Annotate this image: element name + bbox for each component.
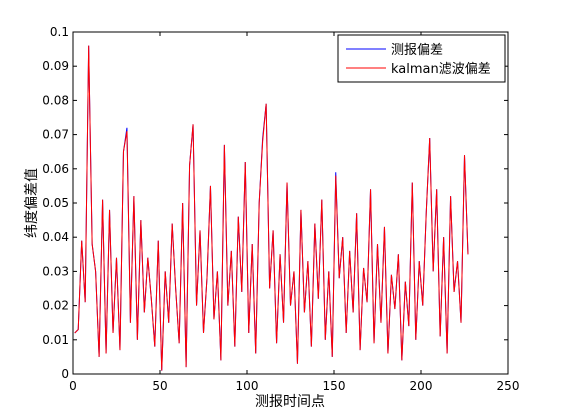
x-tick-label: 200 [410, 379, 433, 393]
y-tick-label: 0.08 [42, 93, 69, 107]
x-tick-label: 100 [236, 379, 259, 393]
x-axis-label: 测报时间点 [255, 394, 325, 410]
series-line [74, 45, 469, 371]
x-tick-label: 0 [69, 379, 77, 393]
y-tick-label: 0.09 [42, 59, 69, 73]
y-tick-label: 0 [61, 367, 69, 381]
x-tick-label: 250 [497, 379, 520, 393]
x-tick-label: 150 [323, 379, 346, 393]
y-tick-label: 0.07 [42, 128, 69, 142]
legend-label: 测报偏差 [391, 43, 443, 58]
legend-label: kalman滤波偏差 [391, 62, 491, 77]
x-tick-label: 50 [152, 379, 167, 393]
legend-box [337, 34, 506, 83]
y-tick-label: 0.04 [42, 230, 69, 244]
y-tick-label: 0.06 [42, 162, 69, 176]
plot-area [72, 31, 509, 375]
y-tick-label: 0.1 [50, 25, 69, 39]
y-axis-label: 纬度偏差值 [24, 168, 40, 238]
y-tick-label: 0.05 [42, 196, 69, 210]
y-tick-label: 0.03 [42, 264, 69, 278]
y-tick-label: 0.02 [42, 299, 69, 313]
y-tick-label: 0.01 [42, 333, 69, 347]
